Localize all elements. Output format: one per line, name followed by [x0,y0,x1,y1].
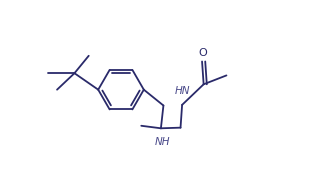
Text: HN: HN [175,86,190,96]
Text: O: O [199,48,207,58]
Text: NH: NH [155,137,170,147]
